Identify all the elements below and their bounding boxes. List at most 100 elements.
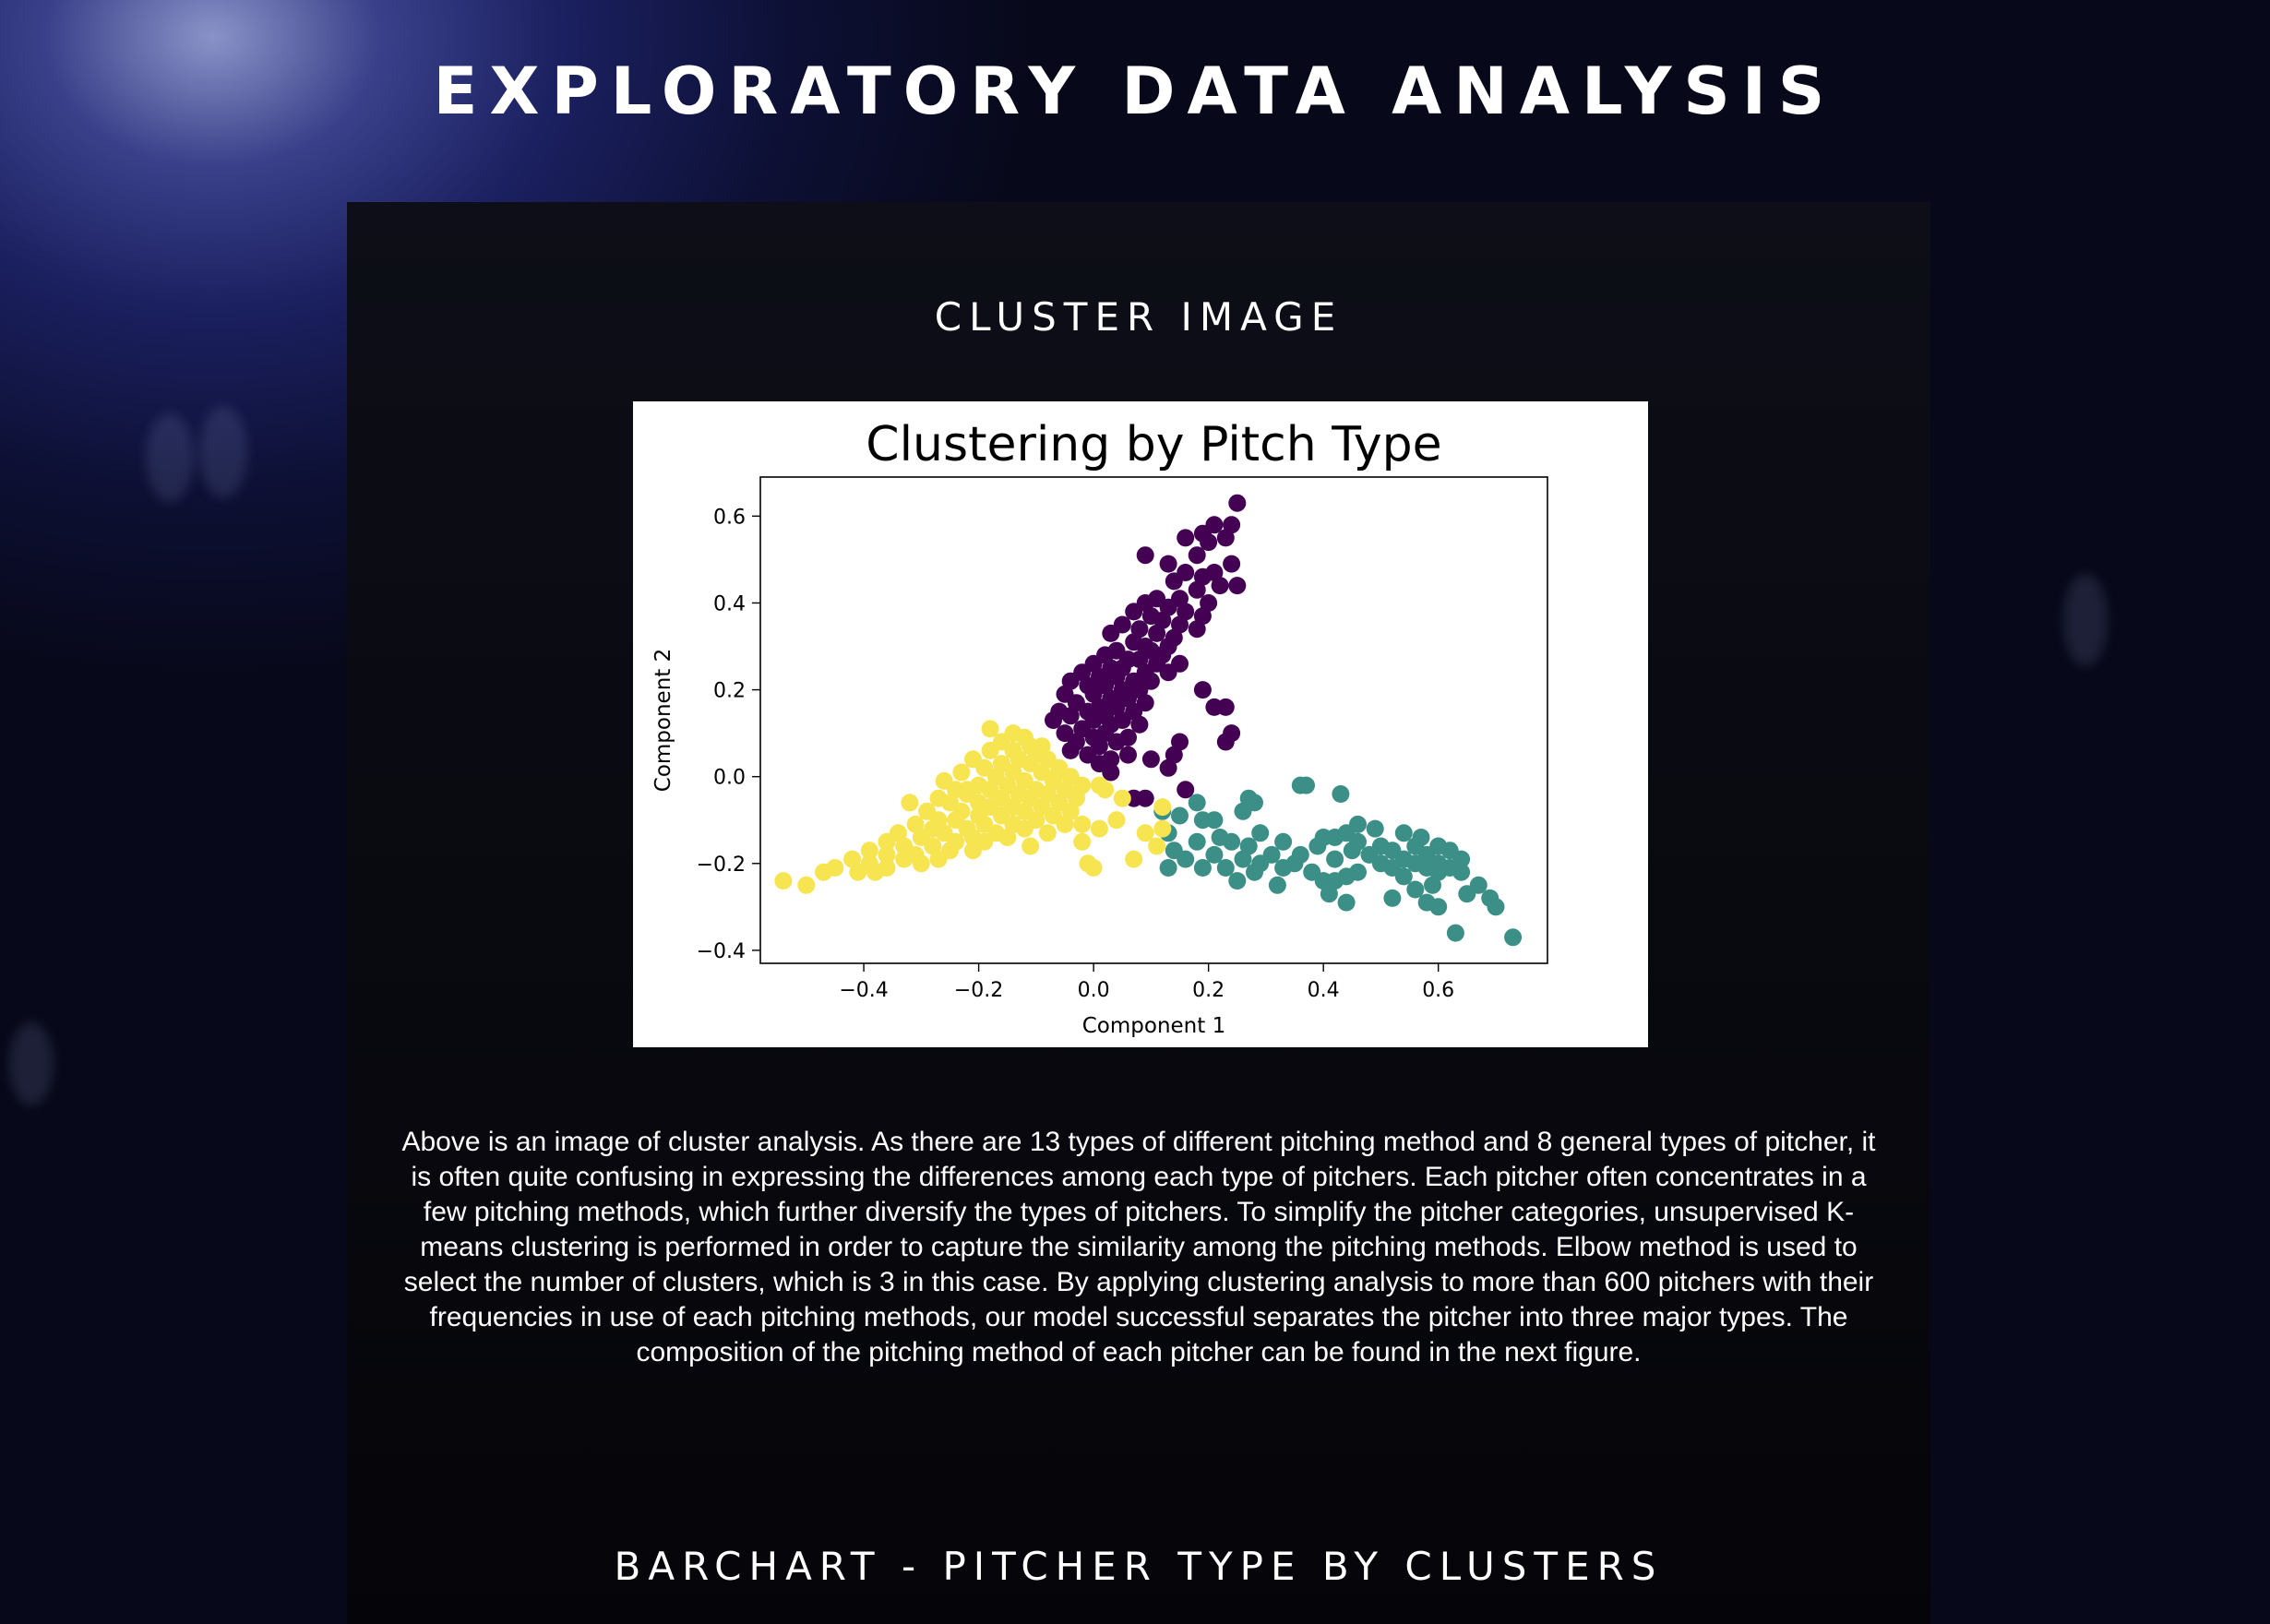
scatter-point-2 [1056,815,1074,833]
scatter-point-1 [1246,863,1263,881]
scatter-point-1 [1458,885,1476,903]
scatter-point-2 [1113,789,1131,807]
y-axis-label: Component 2 [651,649,675,792]
scatter-point-2 [866,863,884,881]
plot-frame [759,476,1548,964]
scatter-point-1 [1205,811,1224,830]
scatter-point-1 [1343,842,1361,860]
scatter-point-2 [815,863,832,881]
scatter-point-1 [1446,924,1464,942]
scatter-point-2 [929,850,948,868]
scatter-point-0 [1216,529,1235,547]
scatter-point-0 [1177,781,1195,799]
scatter-point-0 [1130,715,1149,734]
scatter-point-1 [1159,859,1177,877]
scatter-point-0 [1061,741,1080,759]
x-tick-label: 0.4 [1308,979,1340,1002]
scatter-point-0 [1136,546,1154,565]
scatter-point-2 [1107,811,1126,830]
scatter-point-1 [1394,867,1413,886]
scatter-point-1 [1326,829,1344,846]
scatter-point-0 [1141,750,1160,769]
cluster-chart: −0.4 −0.2 0.0 0.2 0.4 0.6 −0.4 −0.2 0.0 0.2 0.4 0.6… [633,401,1648,1047]
scatter-point-0 [1188,580,1206,599]
scatter-point-1 [1268,876,1286,894]
scatter-point-2 [849,863,867,881]
scatter-point-2 [963,842,982,860]
scatter-point-2 [998,829,1017,846]
scatter-point-0 [1188,620,1206,639]
scatter-point-0 [1193,681,1212,699]
chart-title: Clustering by Pitch Type [866,417,1441,472]
scatter-point-1 [1320,885,1338,903]
scatter-point-1 [1383,889,1402,907]
scatter-point-0 [1216,733,1235,751]
scatter-point-1 [1429,898,1448,916]
scatter-point-2 [1153,819,1172,838]
scatter-point-1 [1216,859,1235,877]
scatter-point-2 [1153,798,1172,817]
scatter-point-2 [1050,763,1069,782]
scatter-point-2 [1073,815,1092,833]
scatter-point-2 [1015,819,1033,838]
scatter-point-0 [1159,758,1177,777]
section-title-barchart: BARCHART - PITCHER TYPE BY CLUSTERS [614,1544,1664,1589]
scatter-point-1 [1193,859,1212,877]
scatter-point-1 [1332,785,1350,803]
scatter-point-2 [860,842,878,860]
scatter-point-0 [1125,603,1143,621]
scatter-point-1 [1504,928,1523,947]
scatter-point-2 [1038,824,1057,842]
content-panel: CLUSTER IMAGE −0.4 −0.2 0.0 0.2 0.4 0.6 −0.4 −0… [347,202,1930,1624]
scatter-point-0 [1200,533,1218,552]
scatter-point-0 [1228,577,1247,595]
scatter-point-0 [1165,746,1183,764]
scatter-point-0 [1107,733,1126,751]
scatter-point-0 [1177,529,1195,547]
scatter-point-1 [1366,819,1384,838]
x-tick-label: 0.6 [1422,979,1454,1002]
scatter-point-1 [1251,824,1270,842]
scatter-point-1 [1487,898,1505,916]
scatter-point-1 [1223,832,1241,851]
y-tick-label: 0.2 [713,680,746,703]
scatter-point-1 [1274,832,1293,851]
bokeh-blob [9,1022,54,1105]
page-title: EXPLORATORY DATA ANALYSIS [433,54,1837,129]
x-tick-label: −0.4 [839,979,888,1002]
scatter-point-2 [1090,819,1108,838]
y-tick-label: −0.2 [697,854,746,877]
scatter-point-2 [1136,824,1154,842]
bokeh-blob [2063,574,2108,666]
scatter-point-0 [1223,555,1241,573]
scatter-point-2 [774,872,793,890]
y-tick-label: 0.4 [713,592,746,615]
scatter-point-0 [1165,572,1183,591]
scatter-point-1 [1188,794,1206,812]
scatter-point-2 [1073,832,1092,851]
y-tick-label: 0.0 [713,767,746,790]
x-axis-label: Component 1 [1082,1014,1225,1038]
scatter-point-2 [895,850,914,868]
section-title-cluster: CLUSTER IMAGE [934,294,1344,340]
y-tick-label: −0.4 [697,940,746,963]
scatter-point-1 [1406,880,1425,899]
bokeh-blob [146,413,194,502]
scatter-point-0 [1211,577,1229,595]
scatter-point-2 [797,876,816,894]
scatter-point-2 [1067,785,1085,803]
scatter-point-2 [958,781,976,799]
scatter-point-1 [1452,863,1471,881]
cluster-scatter-svg: −0.4 −0.2 0.0 0.2 0.4 0.6 −0.4 −0.2 0.0 0.2 0.4 0.6… [651,417,1548,1038]
scatter-point-2 [952,763,971,782]
scatter-point-0 [1045,711,1062,729]
scatter-point-2 [912,854,930,873]
scatter-point-2 [878,845,896,864]
scatter-point-1 [1337,893,1356,912]
scatter-point-1 [1171,806,1189,825]
scatter-point-2 [1148,837,1166,855]
scatter-point-2 [1022,837,1040,855]
scatter-point-0 [1102,763,1120,782]
scatter-point-1 [1234,850,1252,868]
scatter-point-0 [1148,624,1166,642]
